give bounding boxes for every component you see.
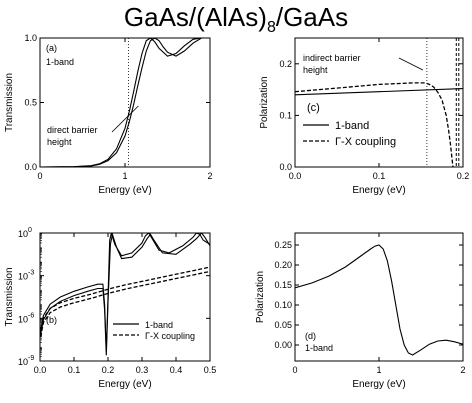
title-end: /GaAs [275, 2, 349, 32]
x-axis-label-b: Energy (eV) [98, 379, 151, 390]
vline-label-c: indirect barrier [303, 53, 361, 63]
y-axis-label-a: Transmission [4, 73, 15, 132]
y-tick-label-b: 10 [18, 357, 28, 367]
y-tick-label-d: 0.25 [274, 240, 292, 250]
panel-b: 0.0 0.1 0.2 0.3 0.4 0.510-910-610-310 0Energy … [4, 227, 216, 390]
y-tick-label-c: 0.1 [279, 110, 292, 120]
y-tick-label-b: 10 [18, 314, 28, 324]
x-tick-label-b: 0.2 [102, 365, 115, 375]
y-tick-label-d: 0.15 [274, 280, 292, 290]
y-tick-label-b: 10 [18, 229, 28, 239]
x-tick-label-b: 0.4 [170, 365, 183, 375]
series-line-c [295, 82, 454, 167]
y-tick-label-d: 0.20 [274, 260, 292, 270]
x-tick-label-d: 2 [460, 365, 465, 375]
x-tick-label-a: 1 [122, 171, 127, 181]
plot-frame-d [294, 232, 464, 362]
x-axis-label-d: Energy (eV) [352, 379, 405, 390]
x-tick-label-b: 0.1 [68, 365, 81, 375]
series-line-b [40, 270, 210, 337]
title-subscript: 8 [266, 19, 276, 37]
y-tick-label-a: 1.0 [24, 33, 37, 43]
y-tick-label-a: 0.0 [24, 162, 37, 172]
series-line-b [40, 266, 210, 333]
vline-label-a: direct barrier [47, 125, 98, 135]
figure-title: GaAs/(AlAs)8/GaAs [0, 0, 472, 45]
series-line-a [40, 38, 210, 167]
x-tick-label-d: 0 [292, 365, 297, 375]
panel-a: 0 1 2 0.0 0.5 1.0 Energy (eV) Transmission (a) 1-… [4, 33, 213, 196]
vline-label-a: height [47, 137, 72, 147]
panel-label-c: (c) [307, 102, 320, 114]
y-axis-label-b: Transmission [4, 267, 15, 326]
y-tick-label-c: 0.2 [279, 59, 292, 69]
vline-pointer-c [398, 57, 424, 71]
x-tick-label-c: 0.2 [457, 171, 470, 181]
x-tick-label-b: 0.0 [34, 365, 47, 375]
legend-label-b: 1-band [145, 320, 173, 330]
title-main: GaAs/(AlAs) [123, 2, 267, 32]
annotation-a: 1-band [46, 57, 74, 67]
x-axis-label-c: Energy (eV) [352, 185, 405, 196]
y-tick-label-d: 0.05 [274, 320, 292, 330]
y-tick-exponent-b: -6 [28, 312, 34, 319]
plot-frame-b [39, 232, 211, 362]
y-axis-label-d: Polarization [255, 271, 266, 323]
series-line-d [295, 244, 463, 356]
vline-pointer-a [111, 105, 139, 133]
y-tick-exponent-b: -9 [28, 355, 34, 362]
y-tick-label-c: 0.0 [279, 162, 292, 172]
y-tick-label-d: 0.00 [274, 340, 292, 350]
vline-label-c: height [303, 65, 328, 75]
annotation-d: 1-band [305, 343, 333, 353]
y-axis-label-c: Polarization [259, 76, 270, 128]
legend-label-c: Γ-X coupling [335, 136, 396, 148]
series-line-c [295, 88, 463, 96]
series-line-b [40, 233, 210, 356]
panel-label-d: (d) [305, 331, 316, 341]
x-tick-label-a: 2 [207, 171, 212, 181]
series-line-a [40, 38, 210, 167]
panel-c: 0.0 0.1 0.2 0.0 0.1 0.2 Energy (eV) Polarizatio… [259, 37, 470, 196]
legend-label-b: Γ-X coupling [145, 331, 195, 341]
y-tick-exponent-b: -3 [28, 270, 34, 277]
x-tick-label-a: 0 [37, 171, 42, 181]
x-tick-label-b: 0.3 [136, 365, 149, 375]
panel-label-b: (b) [46, 315, 57, 325]
panel-d: 0 1 2 0.00 0.05 0.10 0.15 0.20 0.25 Energy (eV) Po… [255, 232, 466, 390]
y-tick-label-b: 10 [18, 272, 28, 282]
panel-label-a: (a) [46, 43, 57, 53]
x-tick-label-b: 0.5 [204, 365, 217, 375]
y-tick-label-a: 0.5 [24, 98, 37, 108]
legend-label-c: 1-band [335, 120, 369, 132]
x-axis-label-a: Energy (eV) [98, 185, 151, 196]
x-tick-label-c: 0.0 [289, 171, 302, 181]
y-tick-label-d: 0.10 [274, 300, 292, 310]
x-tick-label-d: 1 [376, 365, 381, 375]
y-tick-exponent-b: 0 [28, 227, 32, 234]
x-tick-label-c: 0.1 [373, 171, 386, 181]
